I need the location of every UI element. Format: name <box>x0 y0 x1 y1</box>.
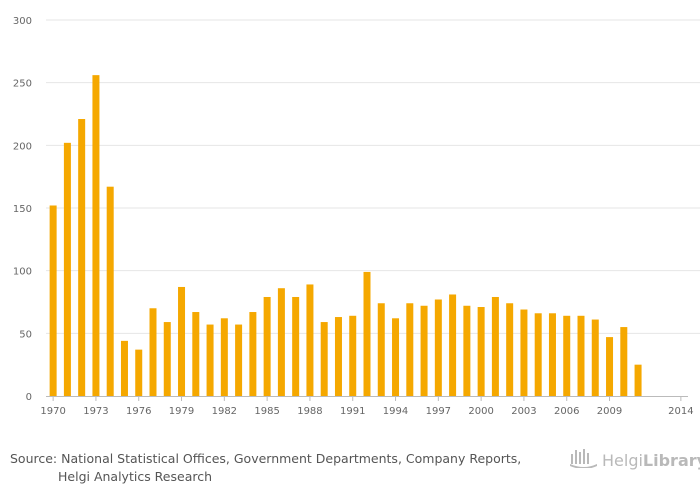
y-tick-label: 150 <box>13 204 32 215</box>
bar-1986 <box>277 288 285 396</box>
bar-1998 <box>449 294 457 396</box>
bar-1971 <box>63 142 71 396</box>
y-tick-label: 200 <box>13 141 32 152</box>
y-tick-label: 250 <box>13 79 32 90</box>
bar-1992 <box>363 271 371 396</box>
x-tick-label: 1994 <box>383 406 408 417</box>
bar-1984 <box>249 312 257 396</box>
x-tick-label: 2009 <box>597 406 622 417</box>
y-axis-tick-labels: 0 50 100 150 200 250 300 <box>13 16 32 403</box>
x-tick-label: 1997 <box>426 406 451 417</box>
bar-2004 <box>534 313 542 396</box>
bar-1983 <box>235 324 243 396</box>
x-tick-label: 2000 <box>468 406 493 417</box>
y-tick-label: 50 <box>19 329 32 340</box>
bars <box>49 75 642 396</box>
grid-lines <box>46 19 700 334</box>
bar-1977 <box>149 308 157 396</box>
bar-1980 <box>192 312 200 396</box>
helgi-library-brand: HelgiLibrary <box>570 448 700 472</box>
y-tick-label: 0 <box>26 392 32 403</box>
bar-1976 <box>135 349 143 396</box>
bar-2010 <box>620 327 628 396</box>
bar-1997 <box>434 299 442 396</box>
bar-2003 <box>520 309 528 396</box>
x-tick-label: 1991 <box>340 406 365 417</box>
x-tick-label: 1970 <box>40 406 65 417</box>
bar-1972 <box>78 119 86 396</box>
bar-2009 <box>606 337 614 396</box>
source-note: Source: National Statistical Offices, Go… <box>10 450 550 486</box>
x-tick-label: 1979 <box>169 406 194 417</box>
bar-2005 <box>548 313 556 396</box>
bar-2000 <box>477 307 485 396</box>
bar-1974 <box>106 186 114 396</box>
x-axis: 1970 1973 1976 1979 1982 1985 1988 1991 1994 1997… <box>40 396 694 417</box>
bar-1978 <box>163 322 171 396</box>
bar-1988 <box>306 284 314 396</box>
bar-2002 <box>506 303 514 396</box>
x-tick-label: 1982 <box>212 406 237 417</box>
bar-2006 <box>563 315 571 396</box>
bar-1981 <box>206 324 214 396</box>
bar-1970 <box>49 205 57 396</box>
bar-1995 <box>406 303 414 396</box>
bar-1982 <box>220 318 228 396</box>
bar-1973 <box>92 75 100 396</box>
x-tick-label: 2006 <box>554 406 579 417</box>
bar-1996 <box>420 305 428 396</box>
x-tick-label: 2003 <box>511 406 536 417</box>
x-tick-label: 1988 <box>297 406 322 417</box>
brand-name-part1: Helgi <box>602 450 643 470</box>
bar-1993 <box>377 303 385 396</box>
bar-1990 <box>334 317 342 396</box>
bar-1999 <box>463 305 471 396</box>
bar-2011 <box>634 364 642 396</box>
helgi-library-logo-icon <box>570 448 598 472</box>
x-tick-label: 2014 <box>668 406 693 417</box>
source-line-1: Source: National Statistical Offices, Go… <box>10 451 522 466</box>
x-tick-label: 1976 <box>126 406 151 417</box>
y-tick-label: 300 <box>13 16 32 27</box>
bar-2001 <box>491 296 499 396</box>
bar-1994 <box>392 318 400 396</box>
x-tick-label: 1985 <box>254 406 279 417</box>
bar-1975 <box>120 340 128 396</box>
bar-1991 <box>349 315 357 396</box>
bar-2007 <box>577 315 585 396</box>
brand-name-part2: Library <box>642 450 700 470</box>
y-tick-label: 100 <box>13 267 32 278</box>
bar-2008 <box>591 319 599 396</box>
bar-1985 <box>263 296 271 396</box>
bar-1979 <box>178 286 186 396</box>
bar-1989 <box>320 322 328 396</box>
bar-1987 <box>292 296 300 396</box>
x-tick-label: 1973 <box>83 406 108 417</box>
source-line-2: Helgi Analytics Research <box>58 469 213 484</box>
